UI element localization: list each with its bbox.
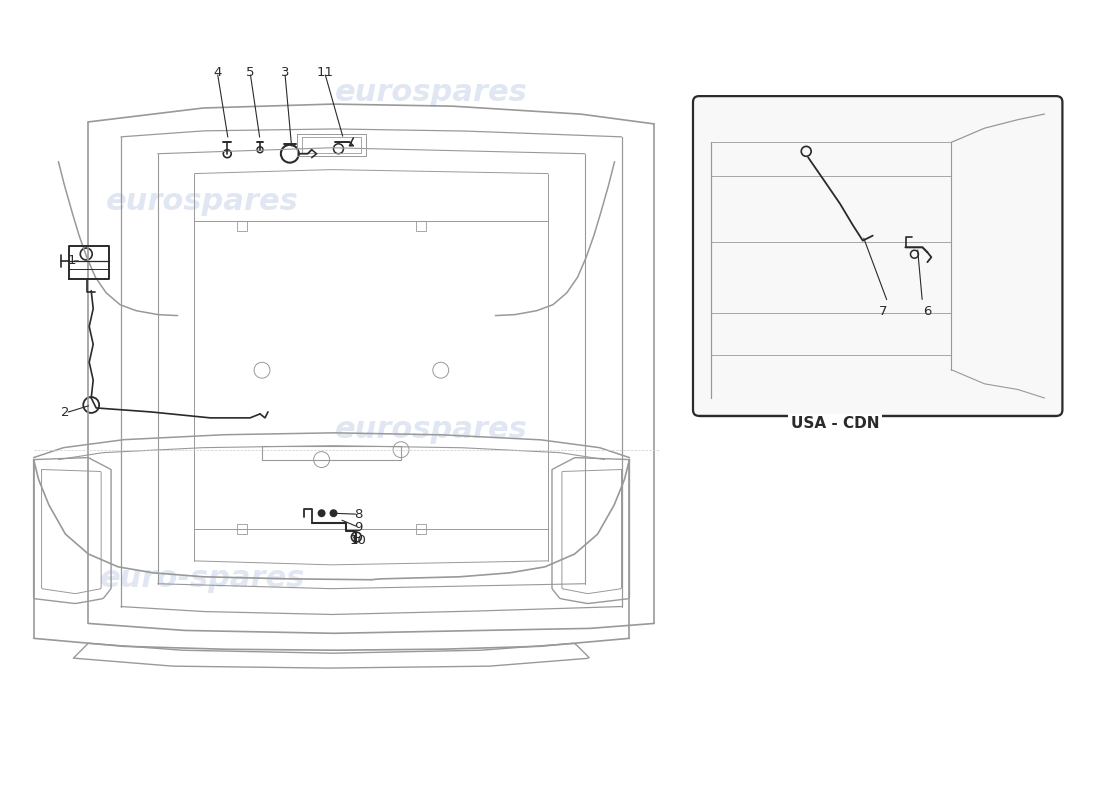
Circle shape bbox=[330, 510, 338, 517]
Text: USA - CDN: USA - CDN bbox=[791, 416, 879, 431]
Bar bbox=[238, 222, 248, 231]
Circle shape bbox=[318, 510, 326, 517]
Text: euro-spares: euro-spares bbox=[100, 564, 305, 594]
Bar bbox=[238, 524, 248, 534]
Bar bbox=[416, 222, 426, 231]
Text: 7: 7 bbox=[879, 305, 887, 318]
Text: 8: 8 bbox=[354, 508, 363, 521]
Text: 4: 4 bbox=[213, 66, 221, 78]
Text: 3: 3 bbox=[280, 66, 289, 78]
Text: 10: 10 bbox=[350, 534, 366, 546]
Bar bbox=[416, 524, 426, 534]
Text: 9: 9 bbox=[354, 521, 363, 534]
Text: eurospares: eurospares bbox=[334, 415, 527, 444]
Text: eurospares: eurospares bbox=[106, 187, 299, 216]
Text: 1: 1 bbox=[67, 254, 76, 267]
Text: eurospares: eurospares bbox=[334, 78, 527, 106]
Text: 5: 5 bbox=[245, 66, 254, 78]
Text: 11: 11 bbox=[316, 66, 333, 78]
Text: 2: 2 bbox=[62, 406, 69, 419]
FancyBboxPatch shape bbox=[693, 96, 1063, 416]
Text: 6: 6 bbox=[923, 305, 932, 318]
